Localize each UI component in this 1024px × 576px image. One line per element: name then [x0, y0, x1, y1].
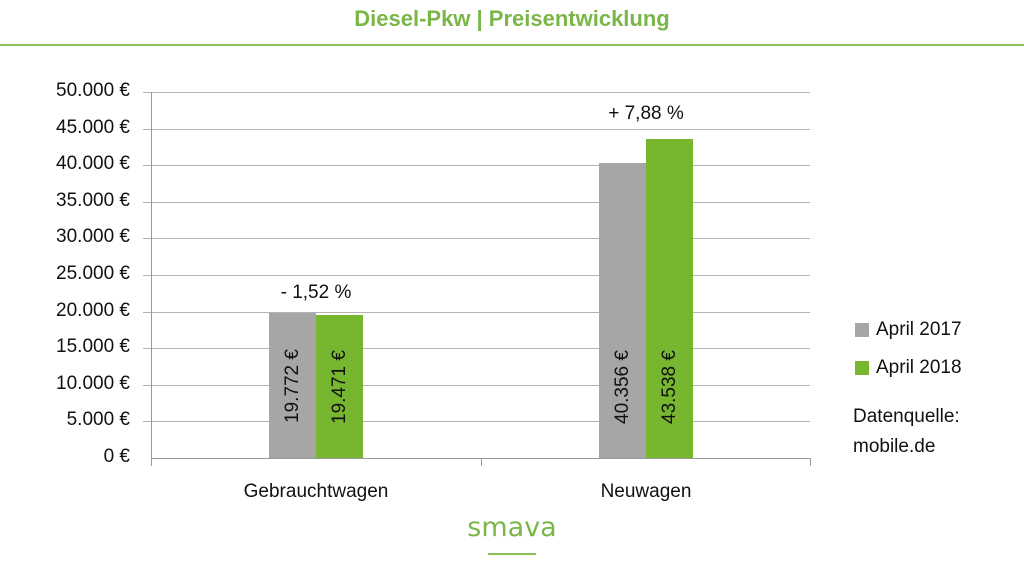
gridline: [143, 348, 810, 349]
x-tick: [810, 458, 811, 466]
gridline: [143, 421, 810, 422]
gridline: [143, 92, 810, 93]
legend-item-april-2018: April 2018: [855, 357, 962, 379]
x-tick: [481, 458, 482, 466]
gridline: [143, 312, 810, 313]
source-line-2: mobile.de: [853, 436, 936, 457]
y-tick-label: 35.000 €: [56, 190, 130, 211]
x-axis-line: [151, 458, 810, 459]
legend-label: April 2017: [876, 319, 962, 340]
smava-logo: smava: [467, 512, 557, 543]
legend-label: April 2018: [876, 357, 962, 378]
y-tick-label: 20.000 €: [56, 300, 130, 321]
change-label-gebrauchtwagen: - 1,52 %: [280, 282, 352, 303]
y-tick-label: 15.000 €: [56, 336, 130, 357]
y-tick-label: 25.000 €: [56, 263, 130, 284]
gridline: [143, 165, 810, 166]
y-tick-label: 10.000 €: [56, 373, 130, 394]
gridline: [143, 238, 810, 239]
y-tick-label: 50.000 €: [56, 80, 130, 101]
bar-neuwagen-april-2018: 43.538 €: [646, 139, 693, 458]
bar-value-label: 40.356 €: [611, 350, 633, 424]
y-tick-label: 30.000 €: [56, 226, 130, 247]
legend-swatch-green-icon: [855, 361, 869, 375]
legend-item-april-2017: April 2017: [855, 319, 962, 341]
y-tick-label: 40.000 €: [56, 153, 130, 174]
y-tick-label: 45.000 €: [56, 117, 130, 138]
y-tick-label: 5.000 €: [66, 409, 130, 430]
x-tick: [151, 458, 152, 466]
y-axis-line: [151, 92, 152, 466]
bar-value-label: 19.471 €: [328, 349, 350, 424]
legend-swatch-gray-icon: [855, 323, 869, 337]
chart-title: Diesel-Pkw | Preisentwicklung: [354, 6, 670, 31]
bar-gebrauchtwagen-april-2017: 19.772 €: [269, 313, 316, 458]
bar-gebrauchtwagen-april-2018: 19.471 €: [316, 315, 363, 458]
title-divider: [0, 44, 1024, 46]
y-tick-label: 0 €: [103, 446, 130, 467]
bar-neuwagen-april-2017: 40.356 €: [599, 163, 646, 458]
category-label-neuwagen: Neuwagen: [600, 481, 692, 502]
gridline: [143, 129, 810, 130]
gridline: [143, 385, 810, 386]
logo-underline: [488, 553, 536, 555]
change-label-neuwagen: + 7,88 %: [608, 103, 684, 124]
bar-value-label: 43.538 €: [658, 350, 680, 424]
data-source-note: Datenquelle: mobile.de: [853, 402, 960, 462]
bar-value-label: 19.772 €: [281, 348, 303, 423]
source-line-1: Datenquelle:: [853, 406, 960, 427]
gridline: [143, 275, 810, 276]
gridline: [143, 202, 810, 203]
category-label-gebrauchtwagen: Gebrauchtwagen: [243, 481, 389, 502]
